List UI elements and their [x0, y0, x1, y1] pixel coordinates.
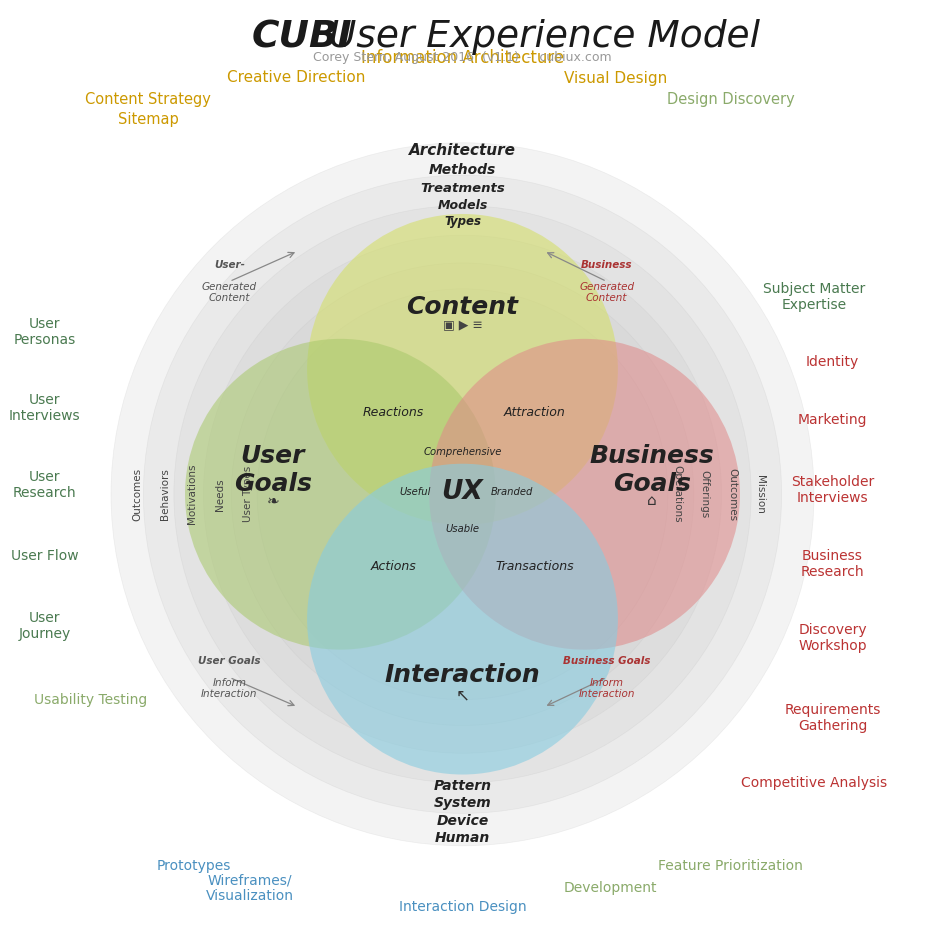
- Text: Operations: Operations: [672, 466, 682, 523]
- Text: Prototypes: Prototypes: [157, 859, 231, 873]
- Text: User
Goals: User Goals: [234, 444, 312, 496]
- Text: Business Goals: Business Goals: [563, 656, 650, 666]
- Text: Development: Development: [563, 882, 658, 896]
- Text: Outcomes: Outcomes: [728, 467, 737, 521]
- Circle shape: [143, 175, 782, 814]
- Text: Corey Stern, August 2016  (v1.1)  -  cubiux.com: Corey Stern, August 2016 (v1.1) - cubiux…: [314, 51, 611, 64]
- Text: Content Strategy: Content Strategy: [85, 91, 211, 106]
- Text: Content: Content: [406, 296, 519, 319]
- Circle shape: [111, 143, 814, 845]
- Text: CUBI: CUBI: [252, 20, 352, 55]
- Text: Types: Types: [444, 215, 481, 228]
- Text: Transactions: Transactions: [496, 560, 574, 573]
- Text: Marketing: Marketing: [797, 413, 868, 427]
- Text: User Experience Model: User Experience Model: [316, 20, 759, 55]
- Text: ↖: ↖: [455, 686, 470, 704]
- Text: User
Interviews: User Interviews: [8, 393, 80, 424]
- Text: Needs: Needs: [216, 478, 225, 510]
- Text: Information Architecture: Information Architecture: [361, 49, 564, 66]
- Text: Motivations: Motivations: [188, 464, 197, 524]
- Circle shape: [174, 205, 751, 783]
- Text: Outcomes: Outcomes: [132, 467, 142, 521]
- Text: Offerings: Offerings: [700, 470, 709, 519]
- Text: Treatments: Treatments: [420, 183, 505, 196]
- Text: Identity: Identity: [806, 355, 859, 369]
- Text: Behaviors: Behaviors: [160, 468, 169, 521]
- Circle shape: [185, 339, 496, 649]
- Text: Useful: Useful: [400, 487, 431, 497]
- Text: Design Discovery: Design Discovery: [667, 91, 795, 106]
- Text: Models: Models: [438, 199, 487, 212]
- Text: Business
Research: Business Research: [801, 549, 864, 578]
- Text: User
Personas: User Personas: [13, 317, 76, 347]
- Text: User Types: User Types: [243, 466, 253, 522]
- Text: Comprehensive: Comprehensive: [424, 447, 501, 456]
- Text: Actions: Actions: [370, 560, 416, 573]
- Text: Generated
Content: Generated Content: [579, 282, 635, 303]
- Text: User Flow: User Flow: [10, 550, 79, 564]
- Text: Creative Direction: Creative Direction: [227, 71, 365, 86]
- Circle shape: [429, 339, 740, 649]
- Text: Interaction Design: Interaction Design: [399, 899, 526, 913]
- Text: Pattern: Pattern: [434, 779, 491, 793]
- Circle shape: [307, 464, 618, 774]
- Text: Human: Human: [435, 831, 490, 845]
- Circle shape: [231, 263, 694, 726]
- Text: Generated
Content: Generated Content: [202, 282, 257, 303]
- Text: Inform
Interaction: Inform Interaction: [201, 677, 258, 700]
- Text: Competitive Analysis: Competitive Analysis: [741, 776, 887, 790]
- Text: Interaction: Interaction: [385, 662, 540, 687]
- Text: Business: Business: [581, 260, 633, 270]
- Text: ▣ ▶ ≡: ▣ ▶ ≡: [442, 319, 483, 332]
- Text: Business
Goals: Business Goals: [590, 444, 714, 496]
- Text: Visual Design: Visual Design: [563, 71, 667, 86]
- Text: Feature Prioritization: Feature Prioritization: [659, 859, 803, 873]
- Text: Stakeholder
Interviews: Stakeholder Interviews: [791, 475, 874, 505]
- Text: Usability Testing: Usability Testing: [34, 692, 147, 706]
- Text: Reactions: Reactions: [363, 407, 424, 419]
- Text: ❧: ❧: [266, 494, 279, 508]
- Text: User Goals: User Goals: [198, 656, 261, 666]
- Text: Inform
Interaction: Inform Interaction: [578, 677, 635, 700]
- Text: Architecture: Architecture: [409, 143, 516, 158]
- Text: User
Journey: User Journey: [18, 610, 70, 641]
- Circle shape: [204, 235, 722, 753]
- Text: Wireframes/
Visualization: Wireframes/ Visualization: [205, 873, 294, 903]
- Text: Usable: Usable: [446, 524, 479, 535]
- Text: Methods: Methods: [429, 163, 496, 177]
- Text: Mission: Mission: [756, 475, 765, 514]
- Text: Subject Matter
Expertise: Subject Matter Expertise: [763, 282, 865, 313]
- Text: UX: UX: [441, 480, 484, 506]
- Text: ⌂: ⌂: [648, 494, 657, 508]
- Text: User
Research: User Research: [13, 470, 76, 500]
- Circle shape: [307, 214, 618, 524]
- Text: Device: Device: [437, 814, 488, 828]
- Circle shape: [257, 289, 668, 700]
- Text: Discovery
Workshop: Discovery Workshop: [798, 622, 867, 653]
- Text: Sitemap: Sitemap: [117, 112, 179, 127]
- Text: Attraction: Attraction: [504, 407, 565, 419]
- Text: User-: User-: [214, 260, 245, 270]
- Text: Requirements
Gathering: Requirements Gathering: [784, 703, 881, 733]
- Text: Branded: Branded: [490, 487, 533, 497]
- Text: System: System: [434, 796, 491, 810]
